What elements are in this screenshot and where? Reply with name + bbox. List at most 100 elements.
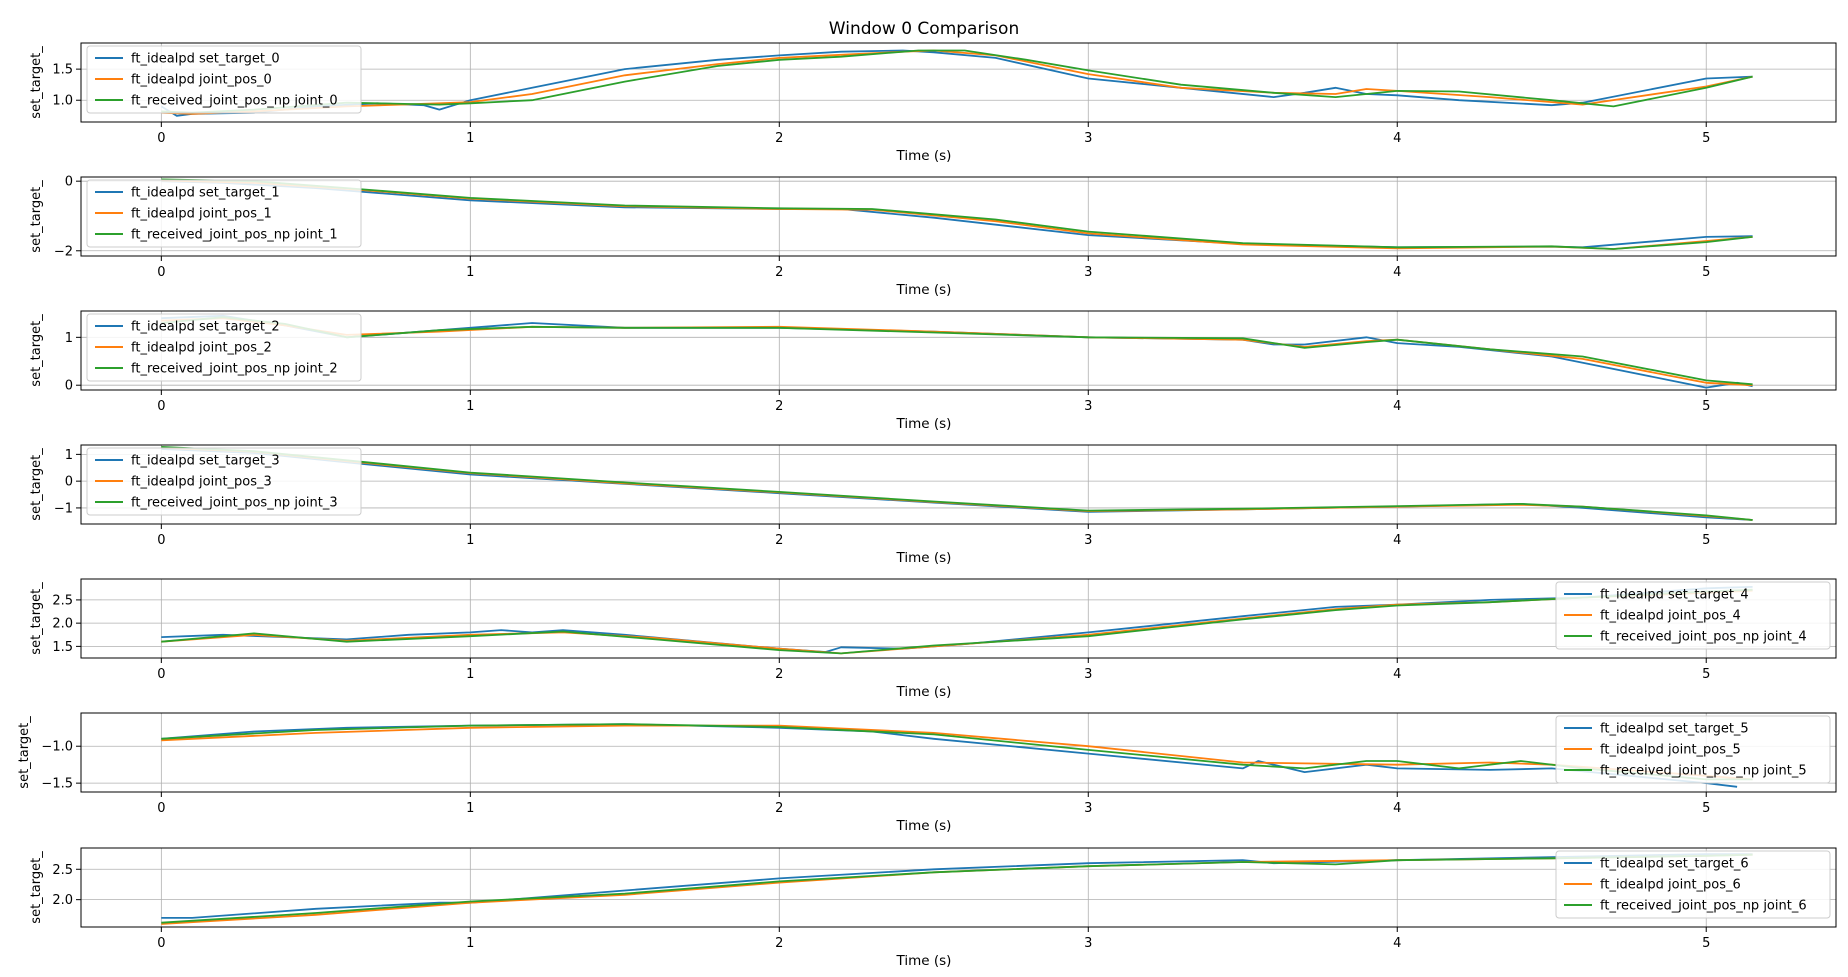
x-tick-label: 3 [1084,399,1092,414]
subplot-2: 0 1 2 3 4 5 0 1 Time (s) set_target_ ft_idealpd se… [29,310,1837,432]
x-tick-label: 5 [1702,399,1710,414]
x-axis-label: Time (s) [896,416,952,432]
x-tick-label: 3 [1084,131,1092,146]
y-axis-label: set_target_ [29,582,44,655]
x-axis-label: Time (s) [896,818,952,834]
legend-entry: ft_idealpd set_target_4 [1600,588,1749,603]
legend-frame [1555,715,1831,784]
x-tick-label: 4 [1393,265,1401,280]
legend-entry: ft_idealpd joint_pos_2 [131,341,272,356]
y-axis-label: set_target_ [29,448,44,521]
x-axis-label: Time (s) [896,282,952,298]
x-axis-label: Time (s) [896,684,952,700]
x-tick-label: 2 [775,131,783,146]
y-tick-label: −1 [54,501,73,516]
legend-entry: ft_idealpd joint_pos_1 [131,207,272,222]
legend-entry: ft_idealpd set_target_6 [1600,857,1749,872]
axes-frame [80,42,1837,123]
x-tick-label: 1 [466,801,474,816]
y-axis-label: set_target_ [29,851,44,924]
x-axis-label: Time (s) [896,148,952,164]
x-tick-label: 4 [1393,936,1401,951]
x-tick-label: 0 [157,533,165,548]
legend: ft_idealpd set_target_4 ft_idealpd joint_… [1555,581,1831,650]
subplot-5: 0 1 2 3 4 5 −1.5 −1.0 Time (s) set_target_ ft_idea… [17,712,1837,834]
y-tick-label: −1.5 [41,777,73,792]
x-tick-label: 3 [1084,667,1092,682]
legend-entry: ft_received_joint_pos_np joint_4 [1600,630,1807,645]
x-tick-label: 5 [1702,131,1710,146]
legend-entry: ft_idealpd joint_pos_6 [1600,878,1741,893]
x-tick-label: 5 [1702,265,1710,280]
x-tick-label: 0 [157,801,165,816]
y-tick-label: 2.5 [52,863,73,878]
legend-entry: ft_idealpd set_target_5 [1600,722,1749,737]
legend-entry: ft_idealpd joint_pos_5 [1600,743,1741,758]
y-tick-label: 2.0 [52,893,73,908]
legend: ft_idealpd set_target_1 ft_idealpd joint_… [86,179,362,248]
legend: ft_idealpd set_target_6 ft_idealpd joint_… [1555,850,1831,919]
figure-title: Window 0 Comparison [829,19,1019,39]
legend-entry: ft_received_joint_pos_np joint_6 [1600,899,1807,914]
subplots: 0 1 2 3 4 5 1.0 1.5 Time (s) set_target_ ft_idealp… [17,42,1837,969]
x-tick-label: 5 [1702,936,1710,951]
x-tick-label: 0 [157,399,165,414]
subplot-1: 0 1 2 3 4 5 −2 0 Time (s) set_target_ ft_idealpd s… [29,175,1837,298]
x-tick-label: 1 [466,667,474,682]
axes-frame [80,578,1837,659]
x-axis-label: Time (s) [896,953,952,969]
legend: ft_idealpd set_target_2 ft_idealpd joint_… [86,313,362,382]
y-tick-label: 1.0 [52,94,73,109]
x-tick-label: 2 [775,399,783,414]
x-tick-label: 0 [157,131,165,146]
legend-entry: ft_received_joint_pos_np joint_3 [131,496,338,511]
x-tick-label: 3 [1084,265,1092,280]
x-tick-label: 4 [1393,131,1401,146]
y-tick-label: 0 [65,379,73,394]
y-tick-label: 0 [65,475,73,490]
series-line-2 [161,723,1753,781]
legend-entry: ft_received_joint_pos_np joint_1 [131,228,338,243]
legend-frame [86,313,362,382]
legend-entry: ft_idealpd joint_pos_4 [1600,609,1741,624]
y-tick-label: −1.0 [41,740,73,755]
x-tick-label: 5 [1702,533,1710,548]
x-tick-label: 4 [1393,533,1401,548]
legend-entry: ft_idealpd set_target_1 [131,186,280,201]
legend: ft_idealpd set_target_5 ft_idealpd joint_… [1555,715,1831,784]
x-axis-label: Time (s) [896,550,952,566]
x-tick-label: 0 [157,936,165,951]
x-tick-label: 1 [466,399,474,414]
x-tick-label: 2 [775,801,783,816]
x-tick-label: 1 [466,533,474,548]
y-tick-label: 0 [65,175,73,190]
y-axis-label: set_target_ [29,314,44,387]
legend: ft_idealpd set_target_0 ft_idealpd joint_… [86,45,362,114]
subplot-3: 0 1 2 3 4 5 −1 0 1 Time (s) set_target_ ft_idealpd … [29,444,1837,566]
y-tick-label: 1 [65,448,73,463]
y-tick-label: 2.0 [52,617,73,632]
axes-frame [80,712,1837,793]
legend-frame [86,179,362,248]
y-axis-label: set_target_ [29,180,44,253]
x-tick-label: 2 [775,533,783,548]
y-tick-label: 1.5 [52,63,73,78]
subplot-6: 0 1 2 3 4 5 2.0 2.5 Time (s) set_target_ ft_idealp… [29,847,1837,969]
x-tick-label: 3 [1084,936,1092,951]
y-axis-label: set_target_ [17,716,32,789]
axes-frame [80,310,1837,391]
legend-entry: ft_idealpd joint_pos_0 [131,73,272,88]
legend-entry: ft_idealpd set_target_0 [131,52,280,67]
legend-frame [1555,581,1831,650]
x-tick-label: 1 [466,131,474,146]
legend-entry: ft_received_joint_pos_np joint_5 [1600,764,1807,779]
x-tick-label: 2 [775,667,783,682]
axes-frame [80,847,1837,928]
legend-entry: ft_idealpd set_target_2 [131,320,280,335]
legend-entry: ft_idealpd set_target_3 [131,454,280,469]
x-tick-label: 3 [1084,533,1092,548]
axes-frame [80,444,1837,525]
legend: ft_idealpd set_target_3 ft_idealpd joint_… [86,447,362,516]
y-tick-label: 2.5 [52,593,73,608]
